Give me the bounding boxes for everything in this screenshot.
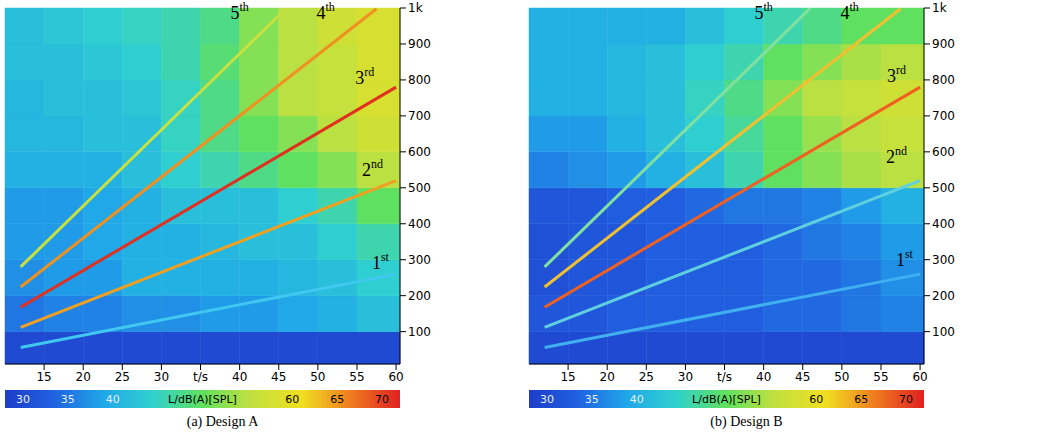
svg-text:45: 45 [271, 370, 286, 384]
svg-text:5th: 5th [754, 0, 772, 23]
svg-text:25: 25 [115, 370, 130, 384]
svg-text:400: 400 [408, 217, 431, 231]
svg-text:300: 300 [932, 253, 955, 267]
svg-text:4th: 4th [841, 0, 859, 23]
svg-text:60: 60 [912, 370, 927, 384]
svg-text:45: 45 [795, 370, 810, 384]
svg-text:50: 50 [310, 370, 325, 384]
svg-text:1k: 1k [932, 1, 947, 15]
svg-text:60: 60 [388, 370, 403, 384]
svg-text:30: 30 [678, 370, 693, 384]
svg-text:40: 40 [630, 393, 644, 406]
html-text:(b) Design B: (b) Design B [710, 414, 783, 429]
svg-text:30: 30 [540, 393, 554, 406]
svg-text:L/dB(A)[SPL]: L/dB(A)[SPL] [168, 393, 237, 406]
svg-text:15: 15 [36, 370, 51, 384]
svg-text:60: 60 [809, 393, 823, 406]
svg-text:600: 600 [408, 145, 431, 159]
svg-text:70: 70 [375, 393, 389, 406]
svg-text:2nd: 2nd [886, 144, 907, 167]
svg-text:65: 65 [330, 393, 344, 406]
svg-text:600: 600 [932, 145, 955, 159]
svg-text:900: 900 [932, 37, 955, 51]
svg-text:55: 55 [873, 370, 888, 384]
svg-text:40: 40 [106, 393, 120, 406]
svg-text:1st: 1st [372, 250, 390, 273]
html-text:(a) Design A: (a) Design A [186, 414, 259, 429]
svg-text:100: 100 [932, 325, 955, 339]
svg-text:500: 500 [932, 181, 955, 195]
svg-text:35: 35 [61, 393, 75, 406]
svg-text:2nd: 2nd [362, 156, 383, 179]
svg-text:800: 800 [408, 73, 431, 87]
svg-text:60: 60 [285, 393, 299, 406]
svg-text:65: 65 [854, 393, 868, 406]
svg-text:25: 25 [639, 370, 654, 384]
svg-text:900: 900 [408, 37, 431, 51]
svg-text:55: 55 [349, 370, 364, 384]
svg-text:30: 30 [16, 393, 30, 406]
svg-text:t/s: t/s [717, 370, 732, 384]
svg-text:70: 70 [899, 393, 913, 406]
svg-text:15: 15 [560, 370, 575, 384]
svg-text:35: 35 [585, 393, 599, 406]
svg-text:3rd: 3rd [355, 65, 374, 88]
svg-text:40: 40 [756, 370, 771, 384]
svg-text:20: 20 [600, 370, 615, 384]
svg-text:t/s: t/s [193, 370, 208, 384]
svg-text:5th: 5th [230, 0, 248, 23]
svg-text:40: 40 [232, 370, 247, 384]
svg-text:100: 100 [408, 325, 431, 339]
svg-text:L/dB(A)[SPL]: L/dB(A)[SPL] [692, 393, 761, 406]
svg-text:1st: 1st [896, 246, 914, 269]
svg-text:200: 200 [932, 289, 955, 303]
svg-text:700: 700 [932, 109, 955, 123]
svg-text:800: 800 [932, 73, 955, 87]
svg-text:3rd: 3rd [887, 63, 906, 86]
svg-text:4th: 4th [317, 0, 335, 23]
svg-text:30: 30 [154, 370, 169, 384]
svg-text:700: 700 [408, 109, 431, 123]
svg-text:20: 20 [76, 370, 91, 384]
svg-text:200: 200 [408, 289, 431, 303]
svg-text:50: 50 [834, 370, 849, 384]
svg-text:1k: 1k [408, 1, 423, 15]
svg-text:400: 400 [932, 217, 955, 231]
svg-text:500: 500 [408, 181, 431, 195]
svg-text:300: 300 [408, 253, 431, 267]
